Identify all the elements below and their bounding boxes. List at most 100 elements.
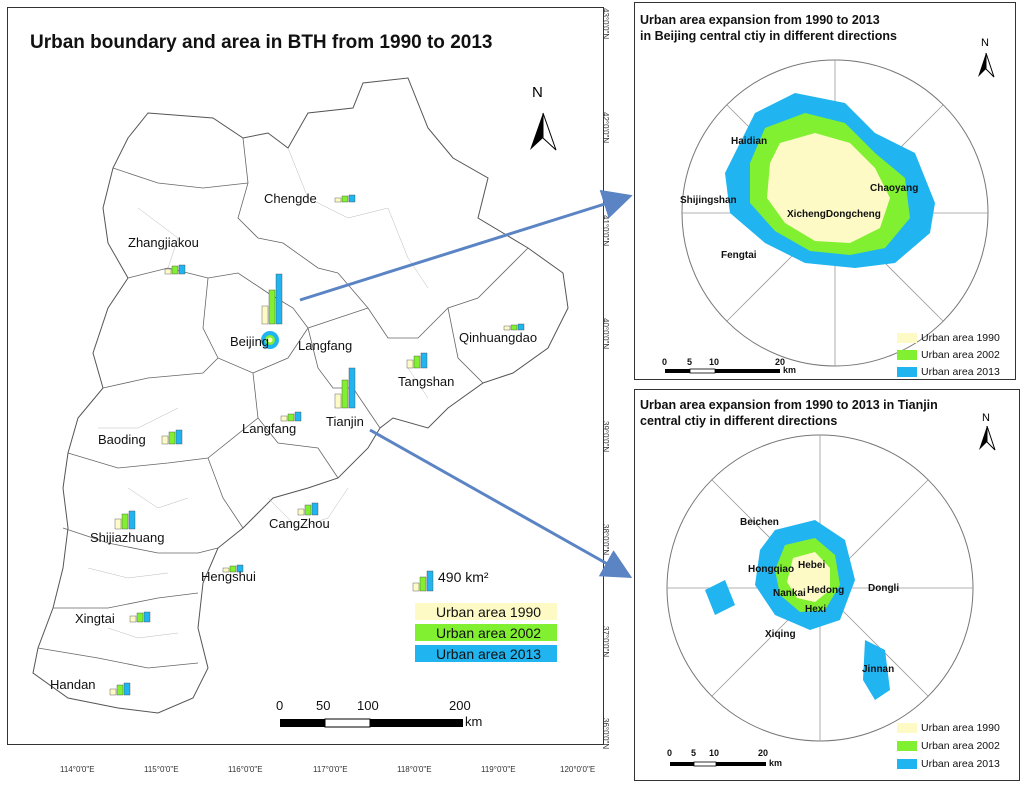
bj-legend-swatch-1990 — [897, 333, 917, 343]
tj-scale-20: 20 — [758, 748, 769, 758]
beijing-north-label: N — [981, 37, 989, 49]
tianjin-inset-svg — [666, 425, 996, 769]
bar-beijing-0 — [261, 305, 269, 325]
beijing-inset-title-line2: in Beijing central ctiy in different dir… — [640, 29, 897, 43]
district-hedong: Hedong — [807, 585, 845, 596]
bj-scale-0: 0 — [662, 357, 668, 367]
bar-hengshui-0 — [222, 567, 230, 573]
scale-tick-0: 0 — [276, 698, 284, 713]
city-label-baoding: Baoding — [98, 432, 146, 447]
city-label-hengshui: Hengshui — [201, 569, 256, 584]
district-xicheng-dongcheng: XichengDongcheng — [787, 209, 881, 220]
legend-bar-0 — [412, 582, 420, 592]
bar-zhangjiakou-1 — [171, 265, 179, 275]
bar-handan-1 — [116, 684, 124, 696]
bar-baoding-0 — [161, 435, 169, 445]
bar-langfang-0 — [280, 415, 288, 422]
city-label-zhangjiakou: Zhangjiakou — [128, 235, 199, 250]
bar-chengde-1 — [341, 195, 349, 203]
lat-tick-36: 36°0'0"N — [601, 718, 610, 750]
district-nankai: Nankai — [773, 588, 806, 599]
legend-bar-1 — [419, 576, 427, 592]
district-fengtai: Fengtai — [721, 250, 757, 261]
main-north-label: N — [532, 84, 543, 101]
legend-label-2013: Urban area 2013 — [436, 646, 542, 662]
bj-scale-10: 10 — [709, 357, 720, 367]
tj-legend-2013: Urban area 2013 — [921, 758, 1000, 770]
north-arrow-icon — [530, 112, 557, 151]
bar-tangshan-1 — [413, 355, 421, 369]
district-haidian: Haidian — [731, 136, 768, 147]
tj-scale-5: 5 — [691, 748, 697, 758]
bj-scale-unit: km — [783, 365, 797, 375]
beijing-inset-svg — [665, 52, 995, 377]
tianjin-inset-title-line2: central ctiy in different directions — [640, 414, 838, 428]
city-label-handan: Handan — [50, 677, 96, 692]
district-beichen: Beichen — [740, 517, 779, 528]
tj-legend-swatch-2002 — [897, 741, 917, 751]
bar-shijiazhuang-0 — [114, 518, 122, 530]
tj-legend-1990: Urban area 1990 — [921, 722, 1000, 734]
district-dongli: Dongli — [868, 583, 900, 594]
city-label-qinhuangdao: Qinhuangdao — [459, 330, 538, 345]
bj-legend-swatch-2013 — [897, 367, 917, 377]
bar-chengde-0 — [334, 197, 342, 203]
lon-tick-118: 118°0'0"E — [397, 765, 432, 774]
tj-legend-2002: Urban area 2002 — [921, 740, 1000, 752]
lat-tick-42: 42°0'0"N — [601, 112, 610, 144]
bj-legend-swatch-2002 — [897, 350, 917, 360]
bar-zhangjiakou-0 — [164, 268, 172, 275]
bar-tianjin-2 — [348, 367, 356, 409]
city-label-tianjin: Tianjin — [326, 414, 364, 429]
city-label-langfang-north: Langfang — [298, 338, 353, 353]
bj-legend-2002: Urban area 2002 — [921, 349, 1000, 361]
lat-tick-39: 39°0'0"N — [601, 421, 610, 453]
district-hongqiao: Hongqiao — [748, 564, 795, 575]
lat-tick-41: 41°0'0"N — [601, 215, 610, 247]
bar-baoding-1 — [168, 431, 176, 445]
bj-scale-20: 20 — [775, 357, 786, 367]
city-label-beijing: Beijing — [230, 334, 270, 349]
lat-tick-38: 38°0'0"N — [601, 524, 610, 556]
lon-tick-114: 114°0'0"E — [60, 765, 95, 774]
legend-swatch-1990 — [415, 603, 557, 620]
beijing-scale-bar — [665, 368, 780, 374]
tj-scale-10: 10 — [709, 748, 720, 758]
lon-tick-117: 117°0'0"E — [313, 765, 348, 774]
scale-tick-100: 100 — [357, 698, 379, 713]
city-label-shijiazhuang: Shijiazhuang — [90, 530, 165, 545]
beijing-inset-title-line1: Urban area expansion from 1990 to 2013 — [640, 13, 880, 27]
bar-chengde-2 — [348, 194, 356, 203]
bar-hengshui-1 — [229, 565, 237, 573]
bar-qinhuangdao-0 — [503, 325, 511, 331]
main-scale-bar — [280, 718, 463, 728]
tj-scale-0: 0 — [667, 748, 673, 758]
north-arrow-icon — [978, 52, 995, 78]
lat-tick-40: 40°0'0"N — [601, 318, 610, 350]
bar-shijiazhuang-1 — [121, 513, 129, 530]
lon-tick-119: 119°0'0"E — [481, 765, 516, 774]
scale-tick-50: 50 — [316, 698, 331, 713]
city-label-chengde: Chengde — [264, 191, 317, 206]
beijing-urban-patch — [261, 331, 279, 349]
bar-tangshan-0 — [406, 359, 414, 369]
lon-tick-120: 120°0'0"E — [560, 765, 596, 774]
district-xiqing: Xiqing — [765, 629, 796, 640]
bar-langfang-1 — [287, 413, 295, 422]
city-label-langfang: Langfang — [242, 421, 297, 436]
bj-legend-1990: Urban area 1990 — [921, 332, 1000, 344]
district-chaoyang: Chaoyang — [870, 183, 919, 194]
bar-shijiazhuang-2 — [128, 510, 136, 530]
legend-bar-icon — [412, 570, 434, 592]
legend-bar-scale-label: 490 km² — [438, 569, 489, 585]
bar-baoding-2 — [175, 429, 183, 445]
bar-beijing-2 — [275, 273, 283, 325]
legend-bar-2 — [426, 570, 434, 592]
bar-tangshan-2 — [420, 352, 428, 369]
legend-label-1990: Urban area 1990 — [436, 604, 542, 620]
tianjin-inset-panel: Urban area expansion from 1990 to 2013 i… — [634, 389, 1020, 781]
bar-beijing-1 — [268, 289, 276, 325]
bar-xingtai-0 — [129, 615, 137, 623]
tianjin-inset-title-line1: Urban area expansion from 1990 to 2013 i… — [640, 398, 938, 412]
district-jinnan: Jinnan — [862, 664, 895, 675]
